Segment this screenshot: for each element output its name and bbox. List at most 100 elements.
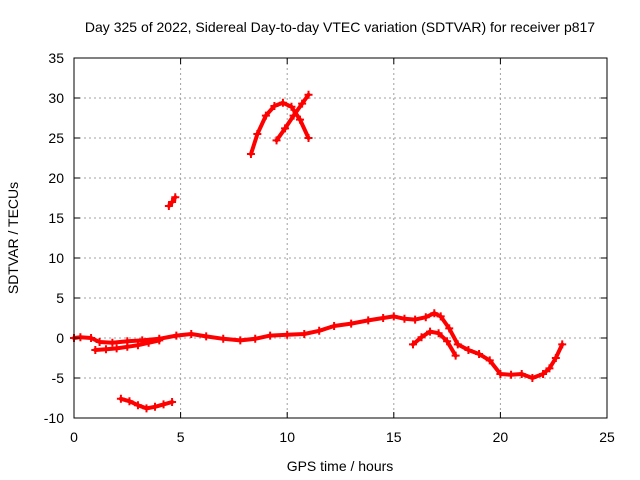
data-point (142, 404, 151, 413)
data-point (172, 331, 181, 340)
data-point (551, 354, 560, 362)
data-point (408, 340, 417, 349)
y-tick-label: 25 (48, 130, 64, 146)
data-point (496, 370, 505, 378)
data-point (116, 394, 125, 403)
data-point (112, 344, 121, 353)
y-axis-label: SDTVAR / TECUs (5, 182, 21, 294)
data-point (443, 337, 452, 346)
data-point (251, 334, 260, 343)
data-point (485, 356, 494, 365)
data-point (436, 312, 445, 321)
series-negative-arc (116, 394, 177, 413)
data-point (289, 111, 298, 120)
data-point (451, 351, 460, 360)
data-point (379, 314, 388, 322)
data-point (151, 402, 160, 411)
data-point (558, 340, 567, 349)
series-short-segment (164, 193, 180, 210)
x-axis-label: GPS time / hours (287, 458, 394, 474)
data-point (539, 370, 548, 378)
y-tick-label: 10 (48, 250, 64, 266)
series-line (72, 311, 565, 380)
data-point (426, 327, 435, 336)
data-point (315, 326, 324, 335)
data-point (133, 341, 142, 350)
data-point (347, 319, 356, 328)
series-line (411, 329, 458, 358)
data-point (453, 340, 462, 349)
data-point (270, 102, 279, 110)
data-point (304, 134, 313, 142)
x-tick-label: 10 (279, 429, 295, 445)
data-point (144, 338, 153, 347)
data-point (278, 98, 287, 107)
y-tick-label: -10 (44, 410, 64, 426)
series-lower-branch (91, 336, 164, 354)
data-point (545, 364, 554, 373)
data-point (528, 374, 537, 382)
data-point (159, 400, 168, 409)
data-point (101, 345, 110, 354)
data-point (475, 350, 484, 358)
x-tick-label: 20 (493, 429, 509, 445)
data-point (168, 398, 177, 406)
series-line (249, 100, 311, 156)
data-point (187, 330, 196, 338)
data-point (364, 316, 373, 325)
data-point (133, 401, 142, 410)
data-point (125, 397, 134, 406)
plot-frame (73, 57, 608, 419)
data-point (411, 315, 420, 324)
x-tick-label: 15 (386, 429, 402, 445)
data-point (272, 136, 281, 145)
data-point (155, 336, 164, 345)
data-point (298, 99, 307, 108)
series-loop-branch (408, 327, 460, 360)
chart-title: Day 325 of 2022, Sidereal Day-to-day VTE… (85, 19, 595, 35)
x-tick-label: 0 (70, 429, 78, 445)
series-arc-1 (246, 98, 313, 158)
data-point (389, 312, 398, 321)
data-point (123, 342, 132, 351)
data-point (266, 331, 275, 340)
data-point (421, 313, 430, 322)
data-point (281, 124, 290, 133)
data-series (70, 90, 567, 413)
data-point (168, 198, 177, 206)
data-point (295, 115, 304, 124)
data-point (91, 346, 100, 354)
data-point (283, 330, 292, 339)
data-point (300, 330, 309, 338)
axis-ticks: 0 5 10 15 20 25 -10 -5 0 5 10 15 20 25 30 35 (44, 50, 615, 445)
x-tick-label: 25 (599, 429, 615, 445)
y-tick-label: 0 (56, 330, 64, 346)
data-point (253, 130, 262, 138)
data-point (430, 309, 439, 318)
data-point (76, 333, 85, 342)
series-arc-2 (272, 90, 313, 145)
data-point (445, 324, 454, 333)
data-point (261, 111, 270, 120)
data-point (87, 334, 96, 342)
y-tick-label: -5 (52, 370, 65, 386)
x-tick-label: 5 (177, 429, 185, 445)
data-point (304, 90, 313, 99)
y-tick-label: 15 (48, 210, 64, 226)
data-point (171, 193, 180, 202)
data-point (246, 150, 255, 158)
data-point (417, 333, 426, 342)
data-point (517, 370, 526, 378)
data-point (400, 314, 409, 323)
y-tick-label: 35 (48, 50, 64, 66)
data-point (95, 338, 104, 346)
grid-lines (74, 58, 607, 418)
data-point (464, 346, 473, 354)
data-point (236, 336, 245, 345)
data-point (219, 334, 228, 343)
y-tick-label: 5 (56, 290, 64, 306)
series-main-track (70, 309, 567, 382)
data-point (202, 332, 211, 341)
data-point (108, 338, 117, 347)
